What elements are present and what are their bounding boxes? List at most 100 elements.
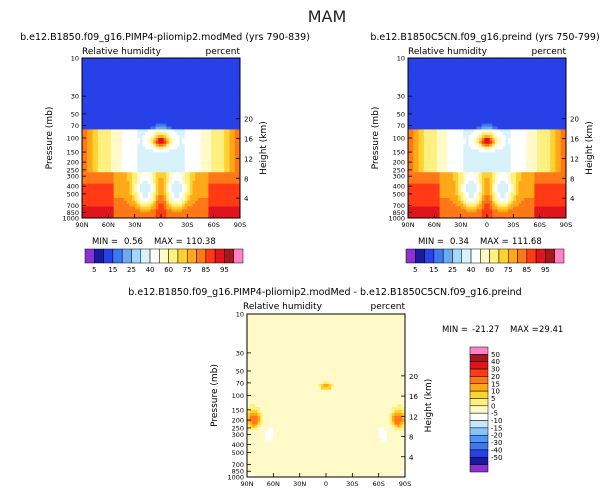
contour-cell	[82, 206, 86, 210]
contour-cell	[429, 78, 433, 82]
contour-cell	[195, 169, 199, 173]
contour-cell	[492, 78, 496, 82]
x-tick-label: 60N	[102, 221, 115, 229]
contour-cell	[89, 140, 93, 145]
contour-cell	[555, 75, 559, 79]
contour-cell	[468, 63, 472, 67]
contour-cell	[563, 58, 567, 62]
contour-cell	[110, 180, 114, 185]
contour-cell	[494, 129, 498, 133]
contour-cell	[526, 66, 530, 70]
contour-cell	[150, 152, 154, 156]
contour-cell	[479, 60, 483, 65]
contour-cell	[121, 160, 125, 165]
contour-cell	[521, 66, 525, 70]
contour-cell	[468, 58, 472, 62]
contour-cell	[103, 152, 107, 156]
contour-cell	[168, 103, 172, 107]
contour-cell	[97, 63, 101, 67]
contour-cell	[118, 172, 122, 176]
contour-cell	[408, 63, 412, 67]
contour-cell	[163, 75, 167, 79]
contour-cell	[116, 206, 120, 210]
contour-cell	[168, 206, 172, 210]
contour-cell	[216, 100, 220, 105]
contour-cell	[192, 175, 196, 179]
contour-cell	[158, 138, 162, 142]
contour-cell	[476, 69, 480, 73]
contour-cell	[82, 109, 86, 113]
x-tick-label: 30S	[181, 221, 193, 229]
contour-cell	[187, 135, 191, 139]
contour-cell	[205, 60, 209, 65]
contour-cell	[471, 126, 475, 130]
contour-cell	[502, 63, 506, 67]
contour-cell	[163, 80, 167, 85]
contour-cell	[218, 166, 222, 170]
contour-cell	[515, 120, 519, 125]
contour-cell	[116, 66, 120, 70]
contour-cell	[442, 80, 446, 85]
contour-cell	[134, 109, 138, 113]
contour-cell	[195, 78, 199, 82]
contour-cell	[189, 60, 193, 65]
contour-cell	[544, 100, 548, 105]
contour-cell	[82, 175, 86, 179]
contour-cell	[95, 58, 99, 62]
contour-cell	[171, 120, 175, 125]
contour-cell	[116, 203, 120, 207]
contour-cell	[184, 180, 188, 185]
contour-cell	[153, 103, 157, 107]
contour-cell	[216, 198, 220, 202]
contour-cell	[179, 178, 183, 182]
contour-cell	[150, 195, 154, 199]
contour-cell	[187, 186, 191, 190]
contour-cell	[547, 126, 551, 130]
contour-cell	[171, 72, 175, 76]
contour-cell	[171, 200, 175, 205]
contour-cell	[82, 103, 86, 107]
contour-cell	[415, 72, 419, 76]
contour-cell	[452, 106, 456, 110]
contour-cell	[521, 78, 525, 82]
contour-cell	[155, 95, 159, 99]
contour-cell	[124, 158, 128, 162]
contour-cell	[145, 83, 149, 87]
contour-cell	[158, 118, 162, 122]
contour-cell	[413, 109, 417, 113]
contour-cell	[226, 192, 230, 196]
contour-cell	[158, 100, 162, 105]
contour-cell	[523, 60, 527, 65]
contour-cell	[497, 58, 501, 62]
contour-cell	[132, 60, 136, 65]
contour-cell	[179, 132, 183, 136]
contour-cell	[184, 215, 188, 219]
contour-cell	[500, 118, 504, 122]
contour-cell	[431, 89, 435, 93]
contour-cell	[137, 215, 141, 219]
contour-cell	[487, 98, 491, 102]
contour-cell	[521, 106, 525, 110]
contour-cell	[436, 89, 440, 93]
contour-cell	[168, 186, 172, 190]
contour-cell	[224, 192, 228, 196]
contour-cell	[481, 86, 485, 90]
contour-cell	[531, 63, 535, 67]
contour-cell	[465, 109, 469, 113]
contour-cell	[171, 146, 175, 150]
contour-cell	[436, 63, 440, 67]
contour-cell	[97, 212, 101, 216]
contour-cell	[526, 83, 530, 87]
contour-cell	[444, 109, 448, 113]
contour-cell	[132, 152, 136, 156]
contour-cell	[455, 66, 459, 70]
contour-cell	[176, 143, 180, 147]
contour-cell	[158, 183, 162, 187]
contour-cell	[526, 72, 530, 76]
contour-cell	[158, 209, 162, 213]
contour-cell	[84, 103, 88, 107]
contour-cell	[121, 172, 125, 176]
contour-cell	[547, 129, 551, 133]
contour-cell	[132, 206, 136, 210]
contour-cell	[211, 169, 215, 173]
